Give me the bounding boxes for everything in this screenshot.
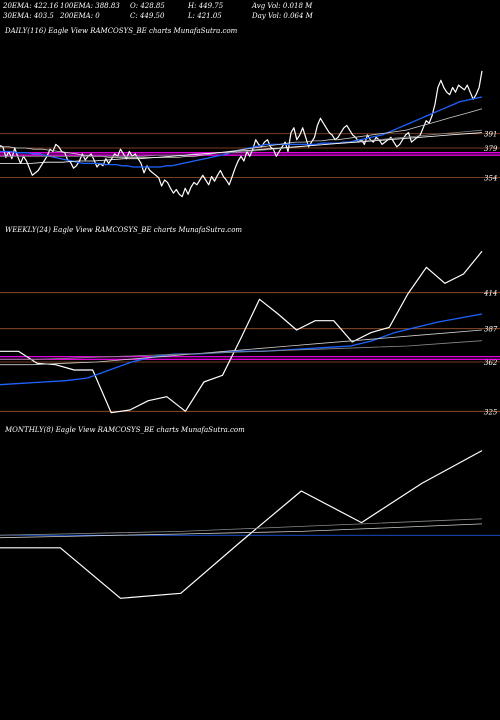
daily-series-line-2 (0, 108, 483, 158)
header-day-vol: Day Vol: 0.064 M (252, 12, 313, 20)
daily-level-label-2: 354 (484, 175, 497, 183)
header-low: L: 421.05 (188, 12, 222, 20)
daily-chart-title: DAILY(116) Eagle View RAMCOSYS_BE charts… (5, 27, 238, 35)
weekly-series-line-1 (0, 313, 483, 386)
monthly-series-line-1 (0, 518, 483, 536)
weekly-series-line-3 (0, 340, 483, 360)
header-close: C: 449.50 (130, 12, 165, 20)
header-open: O: 428.85 (130, 2, 165, 10)
weekly-level-label-1: 387 (484, 326, 498, 334)
weekly-level-label-0: 414 (483, 290, 497, 298)
daily-level-label-0: 391 (484, 131, 497, 139)
monthly-series-line-0 (0, 450, 483, 599)
daily-series-line-4 (0, 132, 483, 164)
header-avg-vol: Avg Vol: 0.018 M (252, 2, 313, 10)
monthly-chart-title: MONTHLY(8) Eagle View RAMCOSYS_BE charts… (5, 426, 245, 434)
daily-series-line-0 (0, 70, 483, 198)
daily-level-label-1: 379 (484, 145, 498, 153)
header-200ema: 200EMA: 0 (60, 12, 100, 20)
weekly-level-label-3: 325 (484, 408, 498, 416)
weekly-series-line-0 (0, 250, 483, 414)
monthly-series-line-2 (0, 523, 483, 539)
weekly-chart-title: WEEKLY(24) Eagle View RAMCOSYS_BE charts… (5, 226, 243, 234)
header-100ema: 100EMA: 388.83 (60, 2, 120, 10)
header-20ema: 20EMA: 422.16 (3, 2, 59, 10)
weekly-series-line-2 (0, 329, 483, 366)
header-high: H: 449.75 (188, 2, 224, 10)
header-30ema: 30EMA: 403.5 (3, 12, 54, 20)
weekly-level-label-2: 362 (484, 359, 498, 367)
daily-series-line-3 (0, 129, 483, 157)
